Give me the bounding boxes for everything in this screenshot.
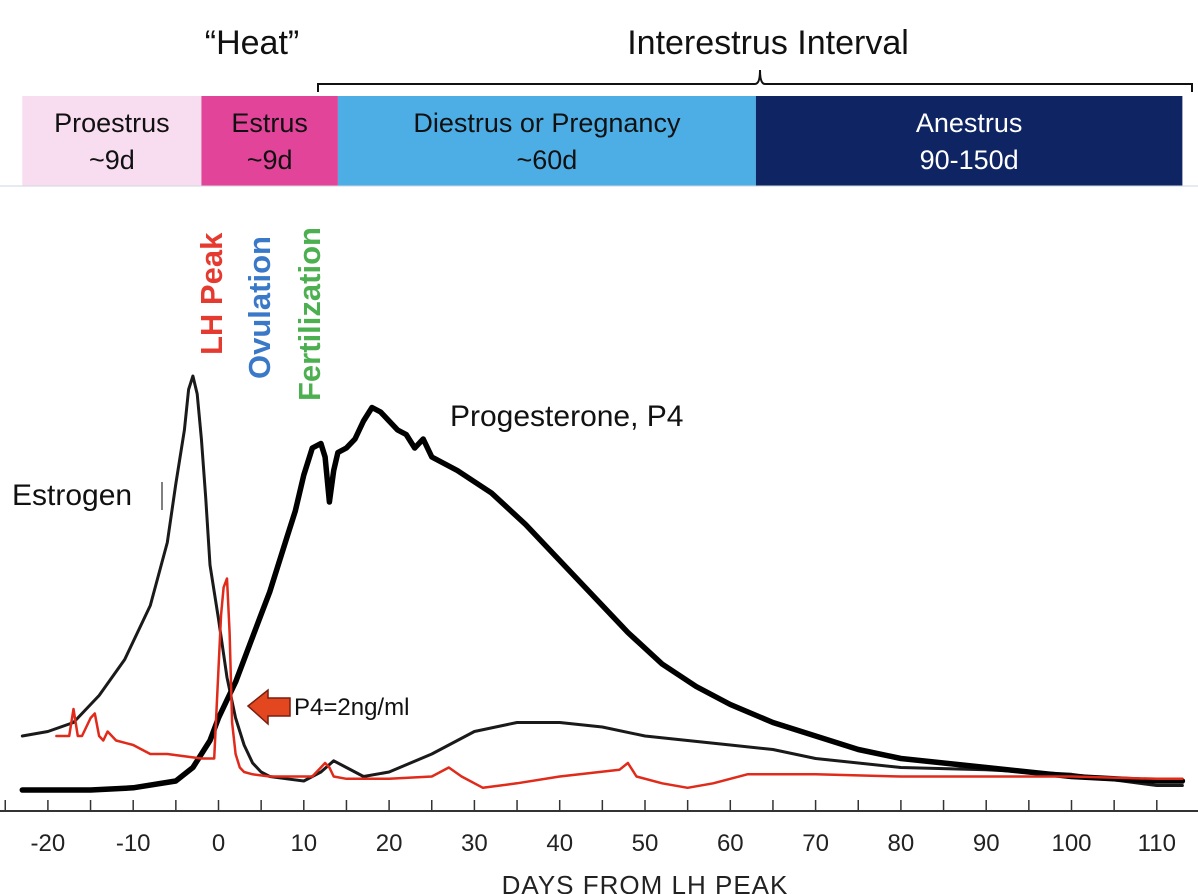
phase-band: Proestrus ~9d Estrus ~9d Diestrus or Pregnan… (0, 96, 1198, 187)
p4-threshold-marker: P4=2ng/ml (246, 688, 409, 726)
phase-proestrus (22, 96, 202, 186)
progesterone-p4-line (19, 404, 1186, 793)
phase-name-label: Diestrus or Pregnancy (413, 108, 681, 138)
phase-name-label: Proestrus (54, 108, 170, 138)
interestrus-bracket (317, 69, 1193, 92)
x-axis-title: DAYS FROM LH PEAK (502, 870, 789, 894)
x-tick-label: 60 (717, 830, 744, 857)
interestrus-label: Interestrus Interval (627, 24, 909, 62)
phase-name-label: Estrus (231, 108, 308, 138)
phase-diestrus-or-pregnancy (337, 96, 756, 186)
phase-duration-label: ~9d (89, 145, 135, 175)
phase-duration-label: ~60d (516, 145, 577, 175)
phase-anestrus (755, 96, 1183, 186)
x-tick-label: 30 (461, 830, 488, 857)
x-tick-label: 0 (212, 830, 225, 857)
phase-duration-label: 90-150d (920, 145, 1019, 175)
x-tick-label: -10 (116, 830, 151, 857)
x-tick-label: 90 (973, 830, 1000, 857)
phase-duration-label: ~9d (247, 145, 293, 175)
ovulation-label: Ovulation (242, 236, 277, 379)
x-tick-label: 70 (802, 830, 829, 857)
plot-area (19, 374, 1186, 793)
event-labels: LH Peak Ovulation Fertilization (194, 227, 327, 401)
x-tick-label: 110 (1138, 830, 1176, 857)
p4-threshold-label: P4=2ng/ml (294, 694, 409, 721)
x-tick-label: 10 (290, 830, 317, 857)
p4-arrow-icon (246, 688, 291, 726)
heat-label: “Heat” (205, 24, 299, 62)
progesterone-label: Progesterone, P4 (450, 400, 683, 433)
x-tick-label: 50 (632, 830, 659, 857)
x-tick-label: -20 (31, 830, 66, 857)
phase-estrus (201, 96, 338, 186)
x-tick-label: 20 (376, 830, 403, 857)
x-tick-label: 100 (1051, 830, 1091, 857)
lh-line (55, 577, 1184, 790)
estrogen-label: Estrogen (12, 479, 132, 512)
phase-name-label: Anestrus (916, 108, 1023, 138)
lh-peak-label: LH Peak (194, 232, 229, 355)
fertilization-label: Fertilization (292, 227, 327, 401)
x-tick-label: 80 (888, 830, 915, 857)
x-tick-label: 40 (546, 830, 573, 857)
x-axis: -20 -10 0 10 20 30 40 50 60 70 80 90 100 110 (0, 800, 1198, 857)
